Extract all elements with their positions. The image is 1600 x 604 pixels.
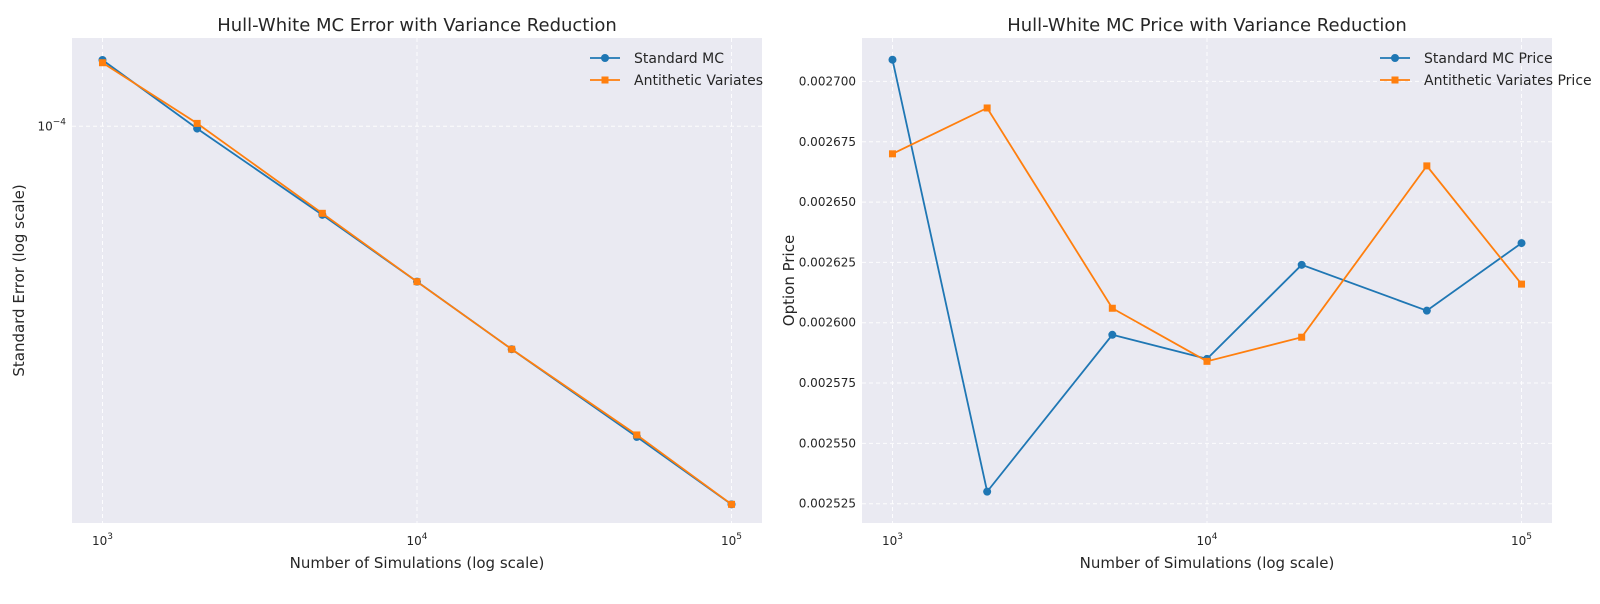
data-point (983, 487, 992, 496)
legend-marker-circle (601, 54, 609, 62)
y-tick-label: 0.002575 (799, 376, 856, 390)
data-point (1298, 333, 1306, 341)
data-point (1423, 162, 1431, 170)
x-tick-label: 104 (406, 532, 427, 548)
series-antithetic (98, 59, 736, 508)
y-tick-label: 0.002550 (799, 436, 856, 450)
y-tick-label: 0.002700 (799, 74, 856, 88)
data-point (98, 59, 106, 67)
legend-item: Standard MC (590, 51, 724, 67)
chart-title: Hull-White MC Error with Variance Reduct… (217, 15, 617, 36)
x-tick-label: 103 (882, 532, 903, 548)
x-axis-label: Number of Simulations (log scale) (290, 554, 545, 572)
data-point (1203, 357, 1211, 365)
data-point (1422, 306, 1431, 315)
legend-marker-square (1391, 76, 1399, 84)
legend-label: Standard MC (634, 51, 724, 67)
data-point (1108, 330, 1117, 339)
data-point (888, 150, 896, 158)
legend-item: Antithetic Variates (590, 73, 763, 89)
y-tick-label: 0.002650 (799, 195, 856, 209)
y-tick-label: 0.002525 (799, 497, 856, 511)
y-tick-label: 10−4 (37, 117, 66, 133)
series-antithetic (888, 104, 1526, 365)
y-tick-label: 0.002600 (799, 316, 856, 330)
legend: Standard MC Antithetic Variates (590, 51, 763, 89)
data-point (1517, 239, 1526, 248)
y-tick-label: 0.002675 (799, 135, 856, 149)
y-axis-label: Standard Error (log scale) (10, 184, 28, 376)
data-point (1518, 280, 1526, 288)
x-tick-label: 103 (92, 532, 113, 548)
price-chart: 103 104 105 0.002525 0.002550 0.002575 0.00260… (780, 15, 1592, 572)
x-tick-label: 104 (1196, 532, 1217, 548)
data-point (1297, 260, 1306, 269)
legend-label: Antithetic Variates Price (1424, 73, 1592, 89)
data-point (318, 209, 326, 217)
legend-item: Standard MC Price (1380, 51, 1553, 67)
data-point (888, 55, 897, 64)
legend-marker-square (601, 76, 609, 84)
legend-label: Standard MC Price (1424, 51, 1553, 67)
legend-label: Antithetic Variates (634, 73, 763, 89)
legend: Standard MC Price Antithetic Variates Pri… (1380, 51, 1592, 89)
x-tick-label: 105 (721, 532, 742, 548)
legend-marker-circle (1391, 54, 1399, 62)
data-point (1108, 304, 1116, 312)
data-point (193, 119, 201, 127)
y-axis-label: Option Price (780, 235, 798, 326)
x-axis-label: Number of Simulations (log scale) (1080, 554, 1335, 572)
data-point (413, 278, 421, 286)
legend-item: Antithetic Variates Price (1380, 73, 1592, 89)
x-tick-label: 105 (1511, 532, 1532, 548)
data-point (508, 345, 516, 353)
error-chart: 103 104 105 10−4 Hull-White MC Error with Va… (10, 15, 763, 572)
chart-title: Hull-White MC Price with Variance Reduct… (1007, 15, 1407, 36)
y-tick-label: 0.002625 (799, 255, 856, 269)
data-point (633, 431, 641, 439)
data-point (728, 500, 736, 508)
data-point (983, 104, 991, 112)
